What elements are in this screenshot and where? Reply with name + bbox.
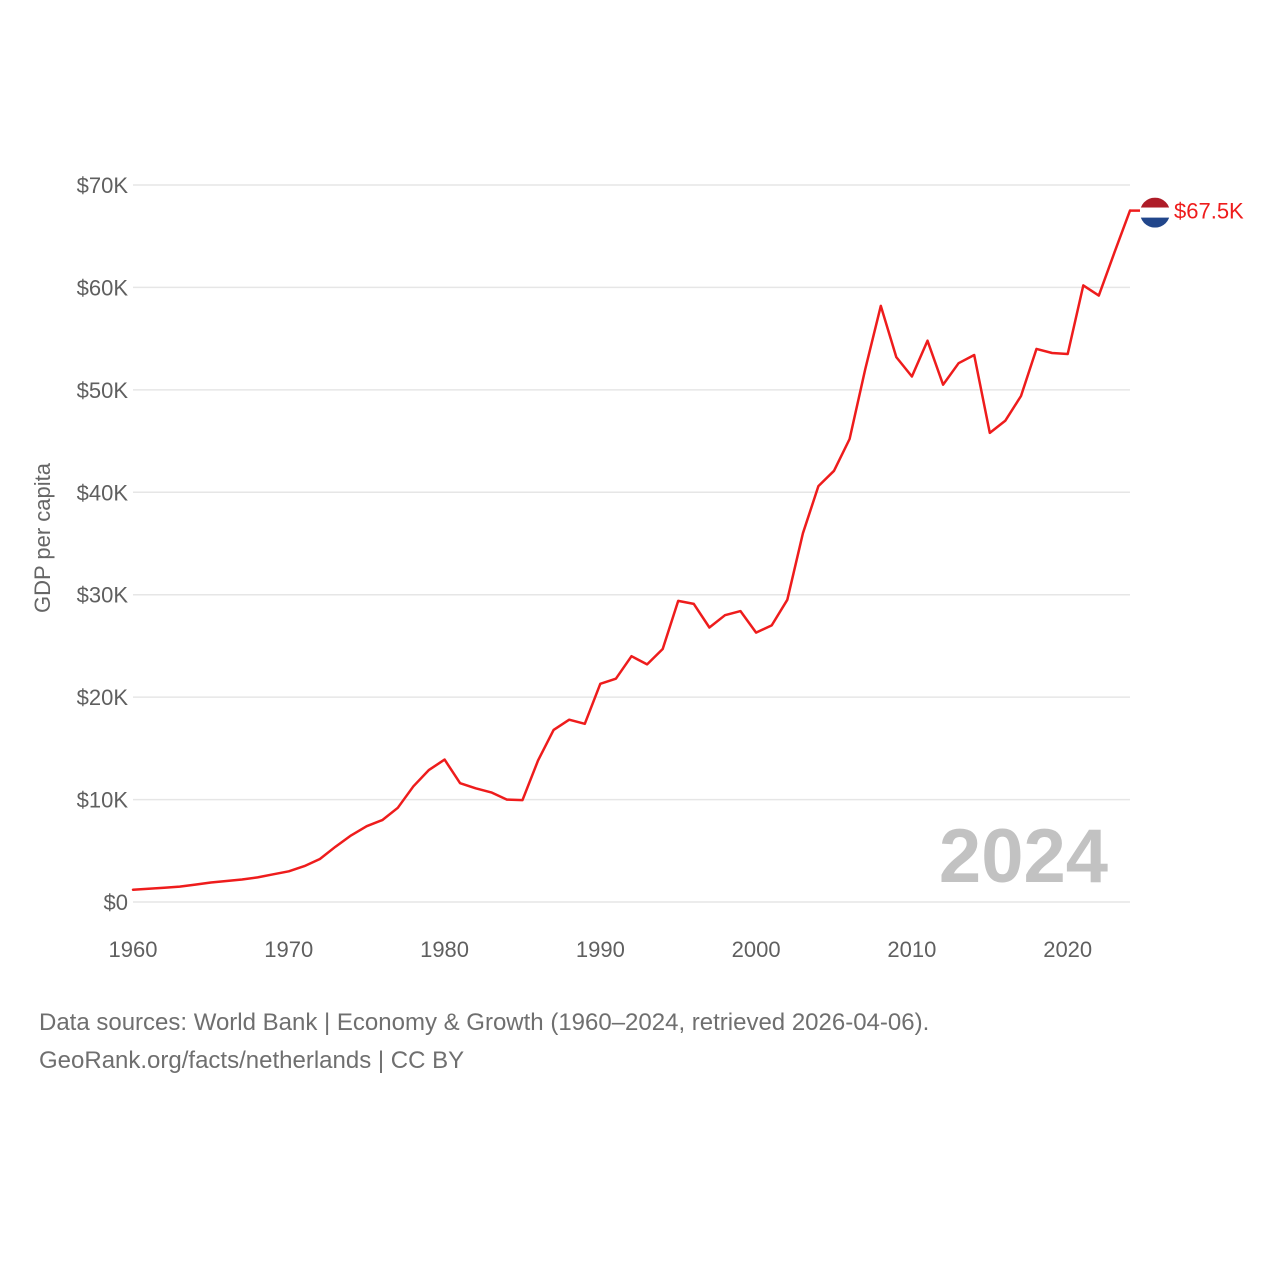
grid-lines [133, 184, 1130, 903]
source-line-2: GeoRank.org/facts/netherlands | CC BY [39, 1047, 465, 1074]
y-tick-label: $30K [77, 583, 129, 608]
source-footer: Data sources: World Bank | Economy & Gro… [39, 1004, 1239, 1080]
netherlands-flag-icon [1140, 197, 1170, 228]
end-value-label: $67.5K [1174, 199, 1244, 224]
y-tick-label: $10K [77, 788, 129, 813]
year-watermark: 2024 [939, 814, 1108, 899]
y-tick-label: $60K [77, 275, 129, 300]
series-group: $67.5K [131, 197, 1244, 891]
x-tick-label: 2000 [732, 937, 781, 962]
x-axis-ticks: 1960 1970 1980 1990 2000 2010 2020 [109, 937, 1093, 962]
x-tick-label: 2010 [887, 937, 936, 962]
x-tick-label: 1970 [264, 937, 313, 962]
x-tick-label: 1990 [576, 937, 625, 962]
x-tick-label: 1960 [109, 937, 158, 962]
series-line-netherlands [131, 209, 1132, 891]
gdp-line-chart: $0$10K$20K$30K$40K$50K$60K$70K 1960 1970 1… [30, 173, 1244, 962]
y-axis-ticks: $0 $10K $20K $30K $40K $50K $60K $70K [77, 173, 129, 915]
y-tick-label: $70K [77, 173, 129, 198]
x-tick-label: 2020 [1043, 937, 1092, 962]
y-tick-label: $40K [77, 480, 129, 505]
y-tick-label: $0 [104, 890, 128, 915]
x-tick-label: 1980 [420, 937, 469, 962]
source-line-1: Data sources: World Bank | Economy & Gro… [39, 1009, 930, 1036]
y-axis-label: GDP per capita [30, 462, 55, 613]
y-tick-label: $50K [77, 378, 129, 403]
y-tick-label: $20K [77, 685, 129, 710]
